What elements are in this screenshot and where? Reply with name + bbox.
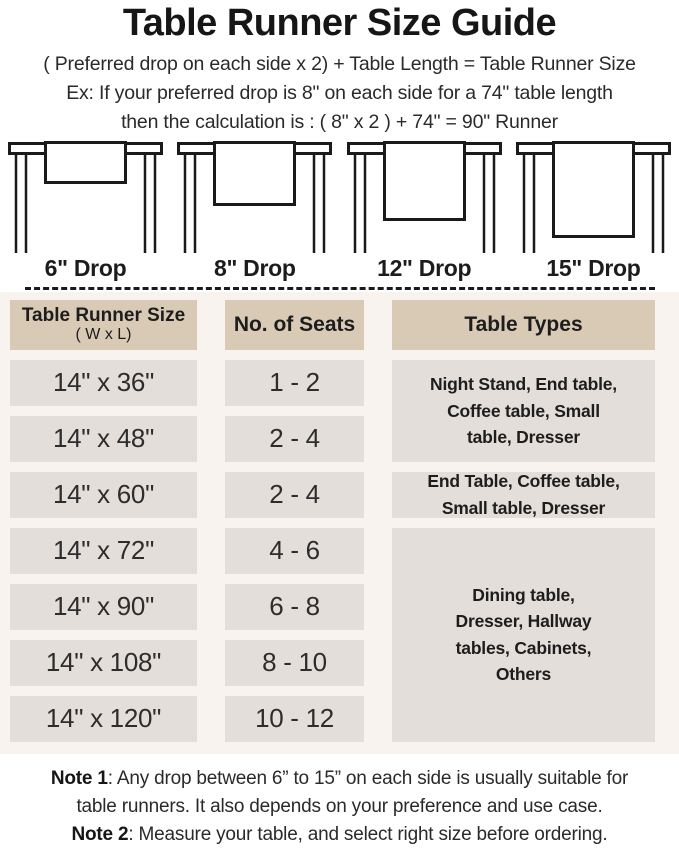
column-header-size-subtitle: ( W x L) [75,326,132,344]
types-cell-large-tables: Dining table, Dresser, Hallway tables, C… [392,527,655,742]
size-cell-14x60: 14" x 60" [10,471,197,518]
table-runner-15in-icon [515,140,671,253]
types-cell-small-tables: Night Stand, End table, Coffee table, Sm… [392,359,655,462]
size-cell-14x72: 14" x 72" [10,527,197,574]
illustration-12in-drop: 12" Drop [346,140,502,282]
note-1-text: : Any drop between 6” to 15” on each sid… [107,767,629,789]
drop-label-8in: 8" Drop [214,254,296,281]
dashed-divider [25,286,655,290]
size-table: Table Runner Size ( W x L) No. of Seats … [10,299,671,742]
seats-cell-row2: 2 - 4 [225,415,364,462]
note-1-label: Note 1 [50,767,108,789]
column-header-size: Table Runner Size ( W x L) [10,299,197,350]
drop-label-12in: 12" Drop [377,254,472,281]
size-cell-14x90: 14" x 90" [10,583,197,630]
table-runner-12in-icon [346,140,502,253]
column-header-seats: No. of Seats [225,299,364,350]
illustration-6in-drop: 6" Drop [8,140,163,282]
example-line-1: Ex: If your preferred drop is 8" on each… [66,81,613,104]
seats-cell-row5: 6 - 8 [225,583,364,630]
size-cell-14x108: 14" x 108" [10,639,197,686]
seats-cell-row7: 10 - 12 [225,695,364,742]
drop-illustrations: 6" Drop 8" Drop 12" Drop [0,140,679,282]
illustration-15in-drop: 15" Drop [515,140,671,282]
drop-label-6in: 6" Drop [44,254,127,281]
note-1-line-2: table runners. It also depends on your p… [76,795,603,817]
table-runner-6in-icon [8,140,163,253]
note-2-text: : Measure your table, and select right s… [128,823,608,845]
illustration-8in-drop: 8" Drop [177,140,333,282]
column-header-size-title: Table Runner Size [21,304,186,326]
note-2-line: Note 2: Measure your table, and select r… [0,821,679,849]
note-1-line-1: Note 1: Any drop between 6” to 15” on ea… [0,765,679,793]
seats-cell-row6: 8 - 10 [225,639,364,686]
seats-cell-row3: 2 - 4 [225,471,364,518]
formula-text: ( Preferred drop on each side x 2) + Tab… [43,52,636,75]
table-runner-8in-icon [177,140,333,253]
page-title: Table Runner Size Guide [122,2,557,44]
size-cell-14x120: 14" x 120" [10,695,197,742]
seats-cell-row4: 4 - 6 [225,527,364,574]
seats-cell-row1: 1 - 2 [225,359,364,406]
types-cell-medium-tables: End Table, Coffee table, Small table, Dr… [392,471,655,518]
column-header-types: Table Types [392,299,655,350]
size-cell-14x48: 14" x 48" [10,415,197,462]
notes-section: Note 1: Any drop between 6” to 15” on ea… [0,765,679,849]
example-line-2: then the calculation is : ( 8" x 2 ) + 7… [121,110,558,133]
note-2-label: Note 2 [71,823,129,845]
size-cell-14x36: 14" x 36" [10,359,197,406]
drop-label-15in: 15" Drop [546,254,641,281]
size-table-section: Table Runner Size ( W x L) No. of Seats … [0,291,679,754]
